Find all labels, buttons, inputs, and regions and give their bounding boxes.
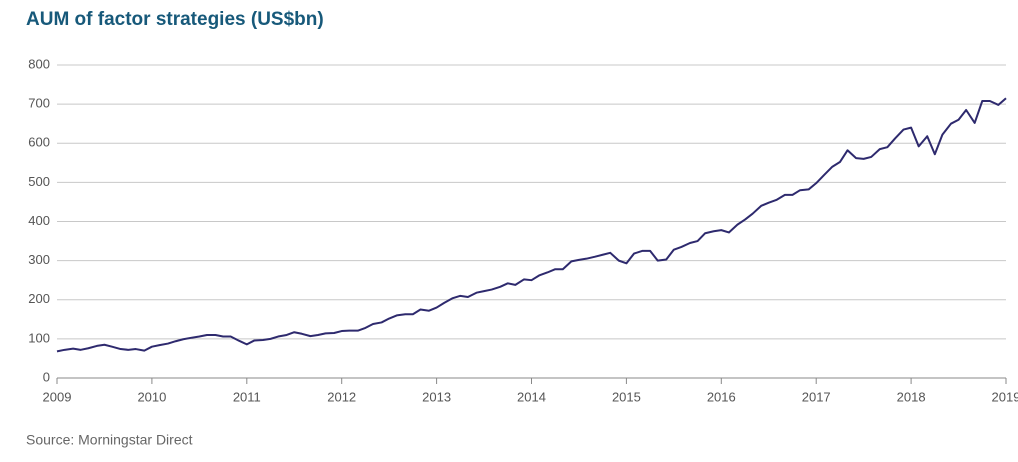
x-tick-label: 2016 <box>707 389 736 404</box>
chart-title: AUM of factor strategies (US$bn) <box>26 9 324 30</box>
data-line <box>56 97 1007 353</box>
y-tick-label: 500 <box>28 174 50 189</box>
y-tick-label: 600 <box>28 135 50 150</box>
x-tick-label: 2019 <box>992 389 1018 404</box>
x-tick-label: 2017 <box>802 389 831 404</box>
x-tick-label: 2009 <box>43 389 72 404</box>
y-tick-label: 800 <box>28 56 50 71</box>
x-tick-label: 2013 <box>422 389 451 404</box>
x-tick-label: 2012 <box>327 389 356 404</box>
source-note: Source: Morningstar Direct <box>26 432 193 448</box>
y-tick-label: 200 <box>28 291 50 306</box>
x-tick-label: 2014 <box>517 389 546 404</box>
y-tick-label: 0 <box>43 369 50 384</box>
y-tick-label: 400 <box>28 213 50 228</box>
y-tick-label: 700 <box>28 96 50 111</box>
y-tick-label: 300 <box>28 252 50 267</box>
x-tick-label: 2018 <box>897 389 926 404</box>
y-tick-label: 100 <box>28 330 50 345</box>
x-tick-label: 2011 <box>233 389 261 404</box>
x-tick-label: 2015 <box>612 389 641 404</box>
x-tick-label: 2010 <box>137 389 166 404</box>
